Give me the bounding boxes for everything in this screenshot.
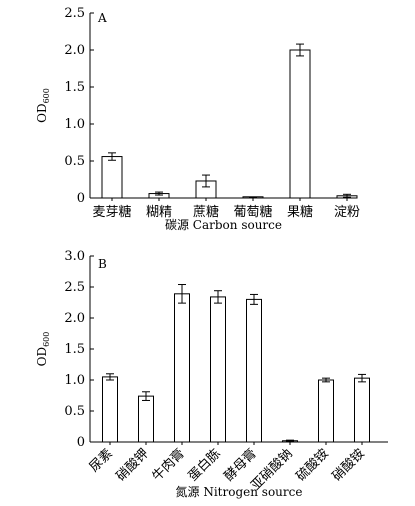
error-bar	[296, 43, 304, 57]
y-tick-label: 2.5	[64, 280, 85, 295]
bar	[210, 296, 226, 443]
y-tick-label: 2.0	[64, 43, 85, 58]
category-label: 硝酸钾	[114, 446, 152, 484]
bar	[246, 298, 262, 443]
x-axis-title: 氮源 Nitrogen source	[176, 484, 303, 499]
error-bar	[106, 373, 114, 381]
y-tick-label: 0	[77, 435, 85, 450]
category-label: 葡萄糖	[233, 204, 272, 220]
category-label: 果糖	[287, 204, 313, 220]
error-bar	[286, 439, 294, 442]
error-bar	[178, 284, 186, 304]
error-bar	[358, 373, 366, 383]
y-tick-label: 2.5	[64, 6, 85, 21]
bar	[289, 49, 311, 199]
error-bar	[142, 391, 150, 401]
bar	[138, 395, 154, 443]
category-label: 硫酸铵	[294, 446, 332, 484]
category-label: 尿素	[87, 446, 116, 475]
error-bar	[214, 290, 222, 304]
y-tick-label: 1.0	[64, 373, 85, 388]
bar	[354, 377, 370, 443]
error-bar	[343, 193, 351, 198]
bar	[174, 293, 190, 443]
error-bar	[108, 152, 116, 161]
error-bar	[250, 293, 258, 305]
error-bar	[249, 196, 257, 199]
y-tick-label: 2.0	[64, 311, 85, 326]
y-tick-label: 3.0	[64, 249, 85, 264]
y-tick-label: 1.0	[64, 117, 85, 132]
panel-label: A	[97, 11, 107, 25]
y-tick-label: 0.5	[64, 154, 85, 169]
y-axis-title: OD600	[35, 88, 51, 123]
category-label: 淀粉	[334, 205, 360, 220]
category-label: 蛋白胨	[185, 446, 224, 485]
bar	[102, 376, 118, 443]
category-label: 麦芽糖	[92, 204, 131, 220]
panel-label: B	[98, 257, 107, 271]
bar	[318, 379, 334, 443]
y-tick-label: 1.5	[64, 80, 85, 95]
error-bar	[202, 174, 210, 188]
category-label: 糊精	[146, 204, 172, 220]
error-bar	[322, 377, 330, 383]
y-tick-label: 0.5	[64, 404, 85, 419]
category-label: 牛肉膏	[149, 446, 188, 485]
y-tick-label: 0	[77, 191, 85, 206]
x-axis-title: 碳源 Carbon source	[165, 218, 282, 232]
chart-panel-b: 00.51.01.52.02.53.0尿素硝酸钾牛肉膏蛋白胨酵母膏亚硝酸钠硫酸铵…	[35, 249, 388, 499]
category-label: 蔗糖	[193, 204, 219, 220]
bar	[101, 156, 123, 199]
error-bar	[155, 191, 163, 196]
y-axis-title: OD600	[35, 332, 51, 367]
category-label: 硝酸铵	[330, 446, 368, 484]
y-tick-label: 1.5	[64, 342, 85, 357]
